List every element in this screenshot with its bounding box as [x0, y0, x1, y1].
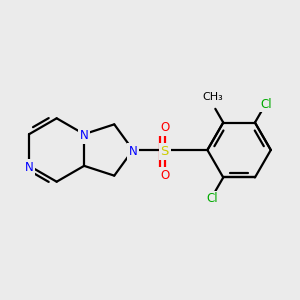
Text: CH₃: CH₃: [202, 92, 223, 102]
Text: S: S: [160, 145, 169, 158]
Text: N: N: [25, 161, 34, 174]
Text: O: O: [160, 121, 169, 134]
Text: O: O: [160, 169, 169, 182]
Text: Cl: Cl: [206, 192, 218, 205]
Text: N: N: [128, 145, 137, 158]
Text: N: N: [80, 129, 88, 142]
Text: Cl: Cl: [261, 98, 272, 111]
